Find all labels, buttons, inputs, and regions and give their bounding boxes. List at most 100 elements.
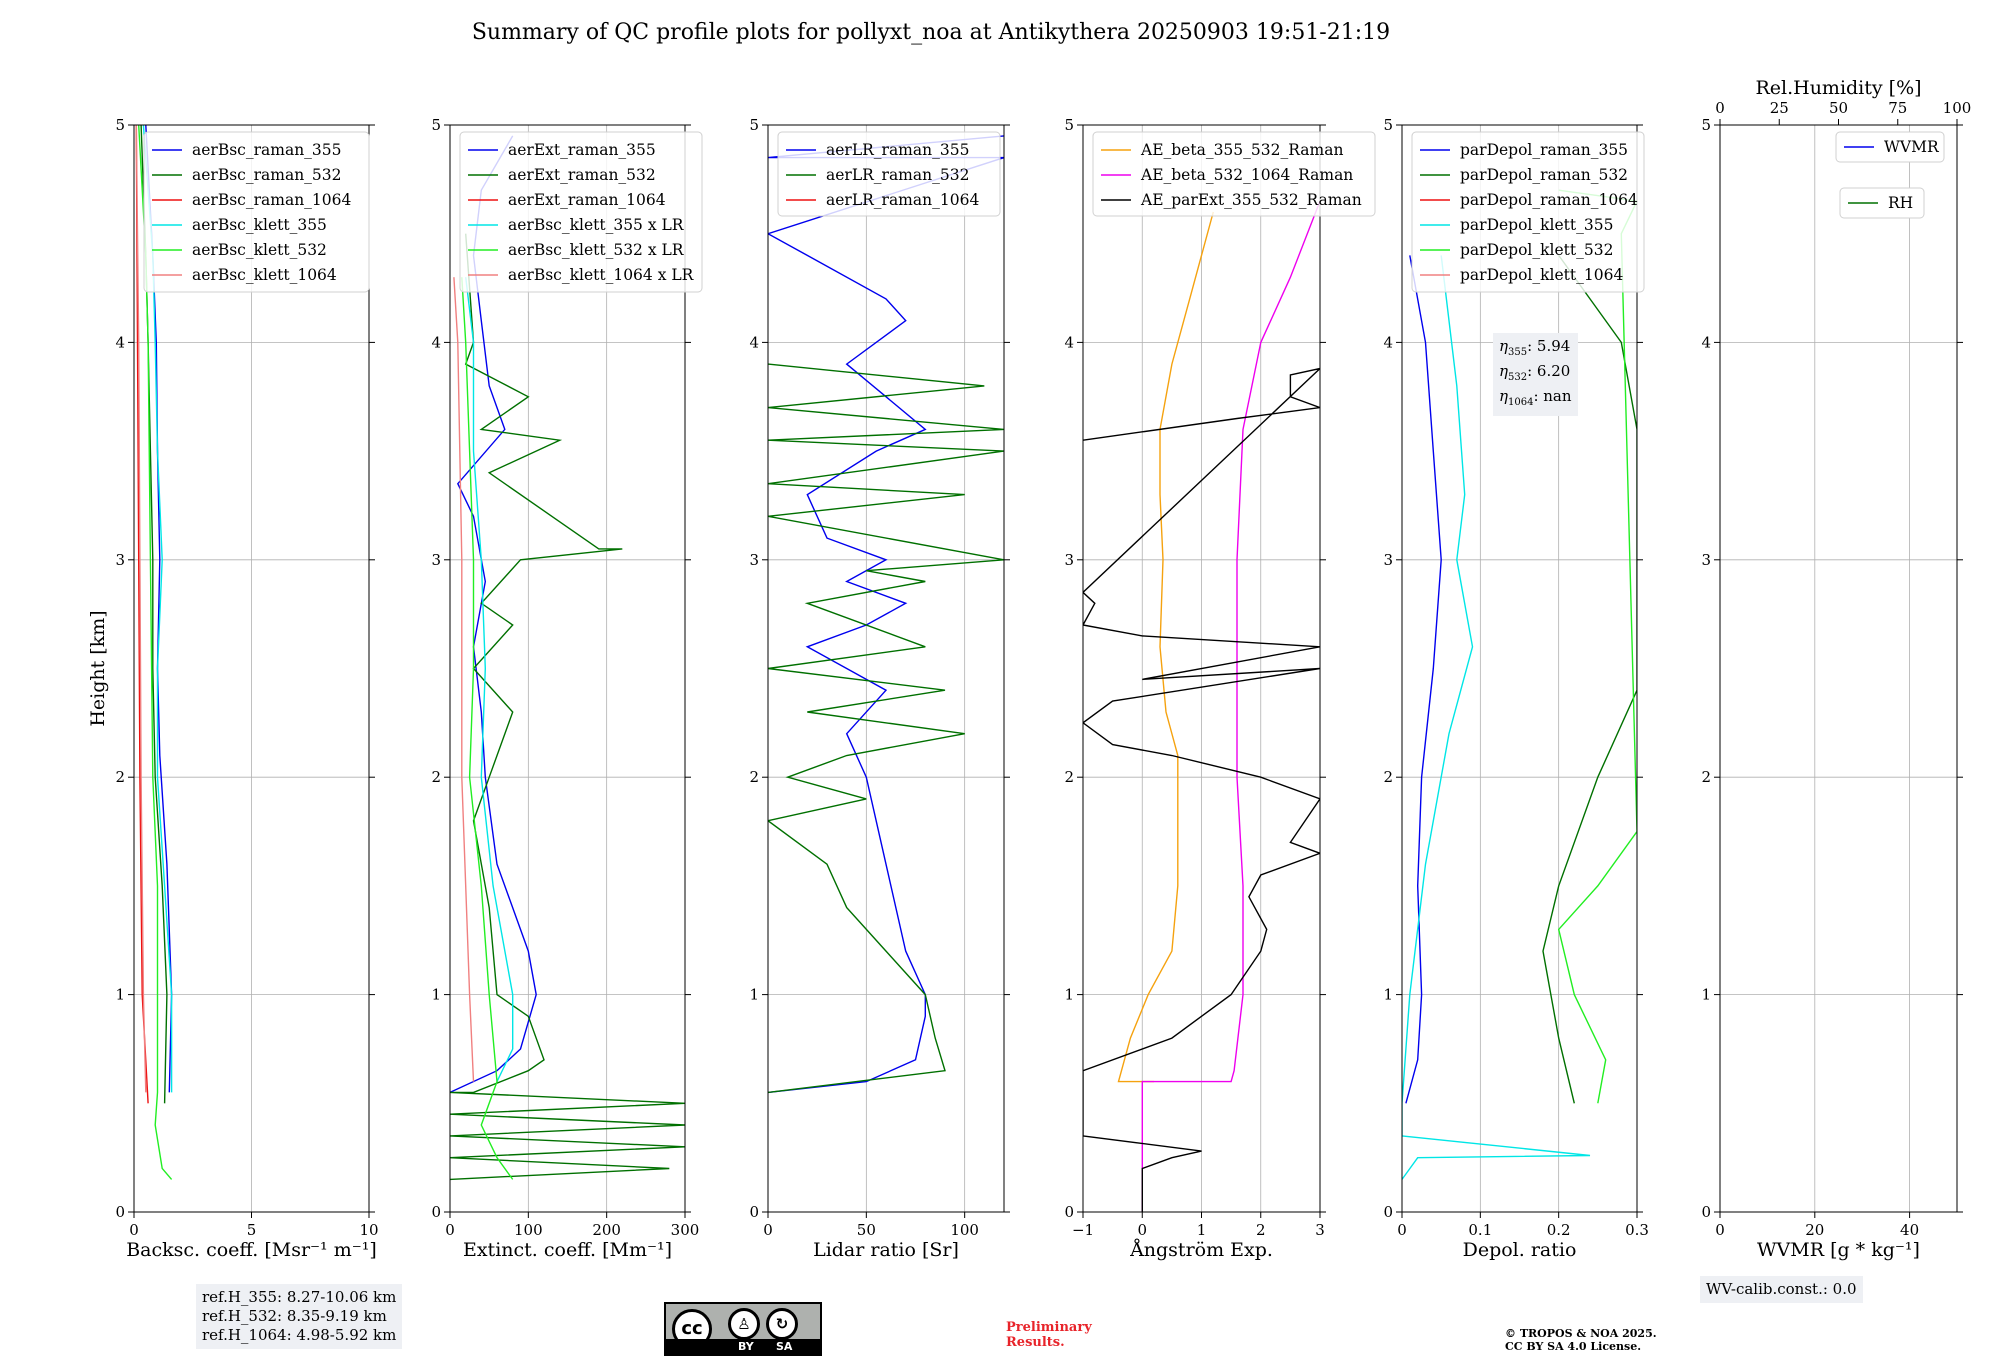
legend: parDepol_raman_355 parDepol_raman_532 parD… xyxy=(1411,131,1645,293)
axes-frame xyxy=(1401,124,1638,1213)
x-tick-label: 0 xyxy=(763,1221,773,1239)
axes-frame xyxy=(767,124,1005,1213)
series-line-aerBsc_klett_1064 x LR xyxy=(453,277,475,1082)
y-tick-label: 4 xyxy=(1701,333,1711,351)
axes-frame xyxy=(1719,124,1958,1213)
legend-label: aerBsc_klett_532 x LR xyxy=(508,241,685,259)
x-axis-label: Extinct. coeff. [Mm⁻¹] xyxy=(463,1239,672,1261)
legend-label: AE_parExt_355_532_Raman xyxy=(1140,191,1362,209)
ref-height-1064: ref.H_1064: 4.98-5.92 km xyxy=(202,1326,397,1344)
x-tick-label: 0 xyxy=(445,1221,455,1239)
series-line-parDepol_raman_532 xyxy=(1542,254,1637,1104)
legend-label: parDepol_klett_355 xyxy=(1460,216,1613,234)
series-line-aerLR_raman_355 xyxy=(768,135,1004,1094)
eta-355: η355: 5.94 xyxy=(1499,337,1571,358)
top-x-tick-label: 50 xyxy=(1829,99,1848,117)
series-group xyxy=(768,135,1004,1094)
top-x-axis-label: Rel.Humidity [%] xyxy=(1755,77,1921,99)
reference-heights-box: ref.H_355: 8.27-10.06 km ref.H_532: 8.35… xyxy=(196,1284,403,1349)
sa-label: SA xyxy=(776,1340,793,1353)
legend-label: parDepol_raman_1064 xyxy=(1460,191,1638,209)
x-axis-label: Depol. ratio xyxy=(1463,1239,1577,1261)
x-tick-label: 100 xyxy=(514,1221,543,1239)
y-tick-label: 4 xyxy=(749,333,759,351)
axes-frame xyxy=(449,124,686,1213)
series-line-aerBsc_klett_532 xyxy=(138,125,173,1180)
x-tick-label: 100 xyxy=(950,1221,979,1239)
legend-label: aerBsc_raman_355 xyxy=(192,141,342,159)
top-x-tick-label: 75 xyxy=(1888,99,1907,117)
eta-1064: η1064: nan xyxy=(1499,387,1572,408)
y-tick-label: 0 xyxy=(1064,1203,1074,1221)
legend: aerLR_raman_355 aerLR_raman_532 aerLR_rama… xyxy=(777,131,1001,217)
legend-label: aerExt_raman_355 xyxy=(508,141,656,159)
legend-label: parDepol_raman_532 xyxy=(1460,166,1628,184)
y-tick-label: 3 xyxy=(749,551,759,569)
legend-label: aerBsc_raman_532 xyxy=(192,166,342,184)
legend-label: aerBsc_klett_1064 xyxy=(192,266,337,284)
x-axis-label: Ångström Exp. xyxy=(1129,1239,1273,1261)
legend: aerBsc_raman_355 aerBsc_raman_532 aerBsc_r… xyxy=(143,131,370,293)
y-tick-label: 5 xyxy=(1383,116,1393,134)
top-x-tick-label: 100 xyxy=(1943,99,1972,117)
legend-WVMR: WVMR xyxy=(1835,131,1945,163)
y-tick-label: 3 xyxy=(1701,551,1711,569)
x-tick-label: 300 xyxy=(671,1221,700,1239)
legend-label: aerLR_raman_355 xyxy=(826,141,969,159)
y-tick-label: 4 xyxy=(431,333,441,351)
y-tick-label: 1 xyxy=(1701,986,1711,1004)
legend-label: WVMR xyxy=(1884,138,1940,156)
y-tick-label: 4 xyxy=(1064,333,1074,351)
ref-height-355: ref.H_355: 8.27-10.06 km xyxy=(202,1288,397,1306)
y-tick-label: 1 xyxy=(749,986,759,1004)
panel-depol: 0 1 2 3 4 5 0 0.1 0.2 0.3 Depol. ratio parDepol_ram… xyxy=(1383,116,1648,1261)
series-line-aerBsc_klett_355 x LR xyxy=(465,277,514,1082)
x-tick-label: 0.3 xyxy=(1625,1221,1649,1239)
series-line-AE_parExt_355_532_Raman xyxy=(1083,367,1320,1212)
x-tick-label: 10 xyxy=(359,1221,378,1239)
ref-height-532: ref.H_532: 8.35-9.19 km xyxy=(202,1307,387,1325)
legend-frame xyxy=(459,131,703,293)
legend-label: aerExt_raman_1064 xyxy=(508,191,666,209)
y-tick-label: 1 xyxy=(1383,986,1393,1004)
wv-calibration-box: WV-calib.const.: 0.0 xyxy=(1700,1276,1863,1303)
legend-frame xyxy=(1835,131,1945,163)
legend-label: parDepol_klett_532 xyxy=(1460,241,1613,259)
series-line-aerBsc_klett_355 xyxy=(142,125,173,1093)
y-tick-label: 5 xyxy=(431,116,441,134)
legend: aerExt_raman_355 aerExt_raman_532 aerExt_r… xyxy=(459,131,703,293)
y-tick-label: 1 xyxy=(431,986,441,1004)
legend-label: RH xyxy=(1888,194,1913,212)
x-tick-label: 50 xyxy=(857,1221,876,1239)
y-tick-label: 3 xyxy=(1064,551,1074,569)
x-axis-label: Backsc. coeff. [Msr⁻¹ m⁻¹] xyxy=(126,1239,377,1261)
y-tick-label: 0 xyxy=(1701,1203,1711,1221)
by-label: BY xyxy=(738,1340,754,1353)
series-group xyxy=(135,125,173,1180)
cc-by-sa-badge: cc ♙ ↻ BY SA xyxy=(664,1302,822,1356)
y-axis-label: Height [km] xyxy=(87,610,109,726)
preliminary-note: Preliminary Results. xyxy=(1006,1320,1092,1350)
legend-label: aerBsc_klett_355 x LR xyxy=(508,216,685,234)
legend-label: aerBsc_klett_532 xyxy=(192,241,327,259)
eta-532: η532: 6.20 xyxy=(1499,362,1571,383)
x-tick-label: 0 xyxy=(1397,1221,1407,1239)
x-axis-label: Lidar ratio [Sr] xyxy=(813,1239,959,1261)
series-group xyxy=(450,135,685,1181)
y-tick-label: 0 xyxy=(749,1203,759,1221)
legend-frame xyxy=(1092,131,1376,217)
y-tick-label: 5 xyxy=(115,116,125,134)
y-tick-label: 4 xyxy=(115,333,125,351)
copyright-note: © TROPOS & NOA 2025. CC BY SA 4.0 Licens… xyxy=(1505,1327,1657,1353)
legend-RH: RH xyxy=(1839,187,1925,219)
y-tick-label: 3 xyxy=(1383,551,1393,569)
y-tick-label: 3 xyxy=(431,551,441,569)
legend-label: aerBsc_klett_1064 x LR xyxy=(508,266,695,284)
x-tick-label: 0 xyxy=(1715,1221,1725,1239)
y-tick-label: 0 xyxy=(115,1203,125,1221)
